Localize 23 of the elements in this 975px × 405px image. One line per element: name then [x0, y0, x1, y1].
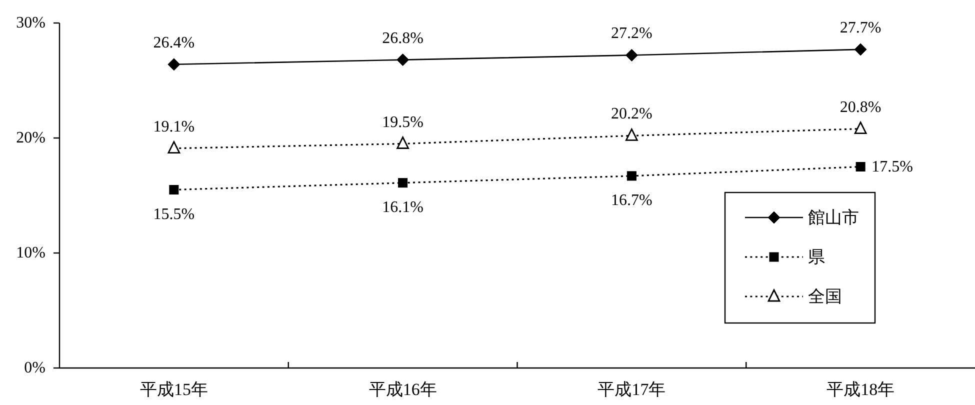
data-label: 26.4%	[153, 34, 195, 52]
data-label: 20.8%	[840, 98, 882, 116]
data-label: 27.2%	[611, 25, 652, 42]
data-label: 19.1%	[153, 118, 195, 136]
data-label: 20.2%	[611, 106, 652, 123]
data-label: 15.5%	[153, 206, 195, 223]
xtick-label: 平成18年	[826, 380, 895, 399]
ytick-label: 0%	[24, 360, 46, 376]
data-label: 26.8%	[382, 30, 424, 47]
ytick-label: 30%	[16, 14, 46, 32]
data-label: 16.7%	[611, 192, 652, 209]
legend-label: 県	[808, 248, 825, 266]
data-label: 17.5%	[872, 158, 913, 176]
data-label: 16.1%	[382, 198, 424, 216]
ytick-label: 10%	[16, 244, 46, 262]
legend-label: 館山市	[808, 208, 859, 227]
xtick-label: 平成17年	[598, 380, 666, 399]
legend-label: 全国	[808, 287, 842, 306]
data-label: 27.7%	[840, 19, 882, 36]
xtick-label: 平成15年	[140, 380, 208, 399]
xtick-label: 平成16年	[368, 380, 437, 399]
ytick-label: 20%	[16, 130, 46, 146]
data-label: 19.5%	[382, 114, 424, 131]
